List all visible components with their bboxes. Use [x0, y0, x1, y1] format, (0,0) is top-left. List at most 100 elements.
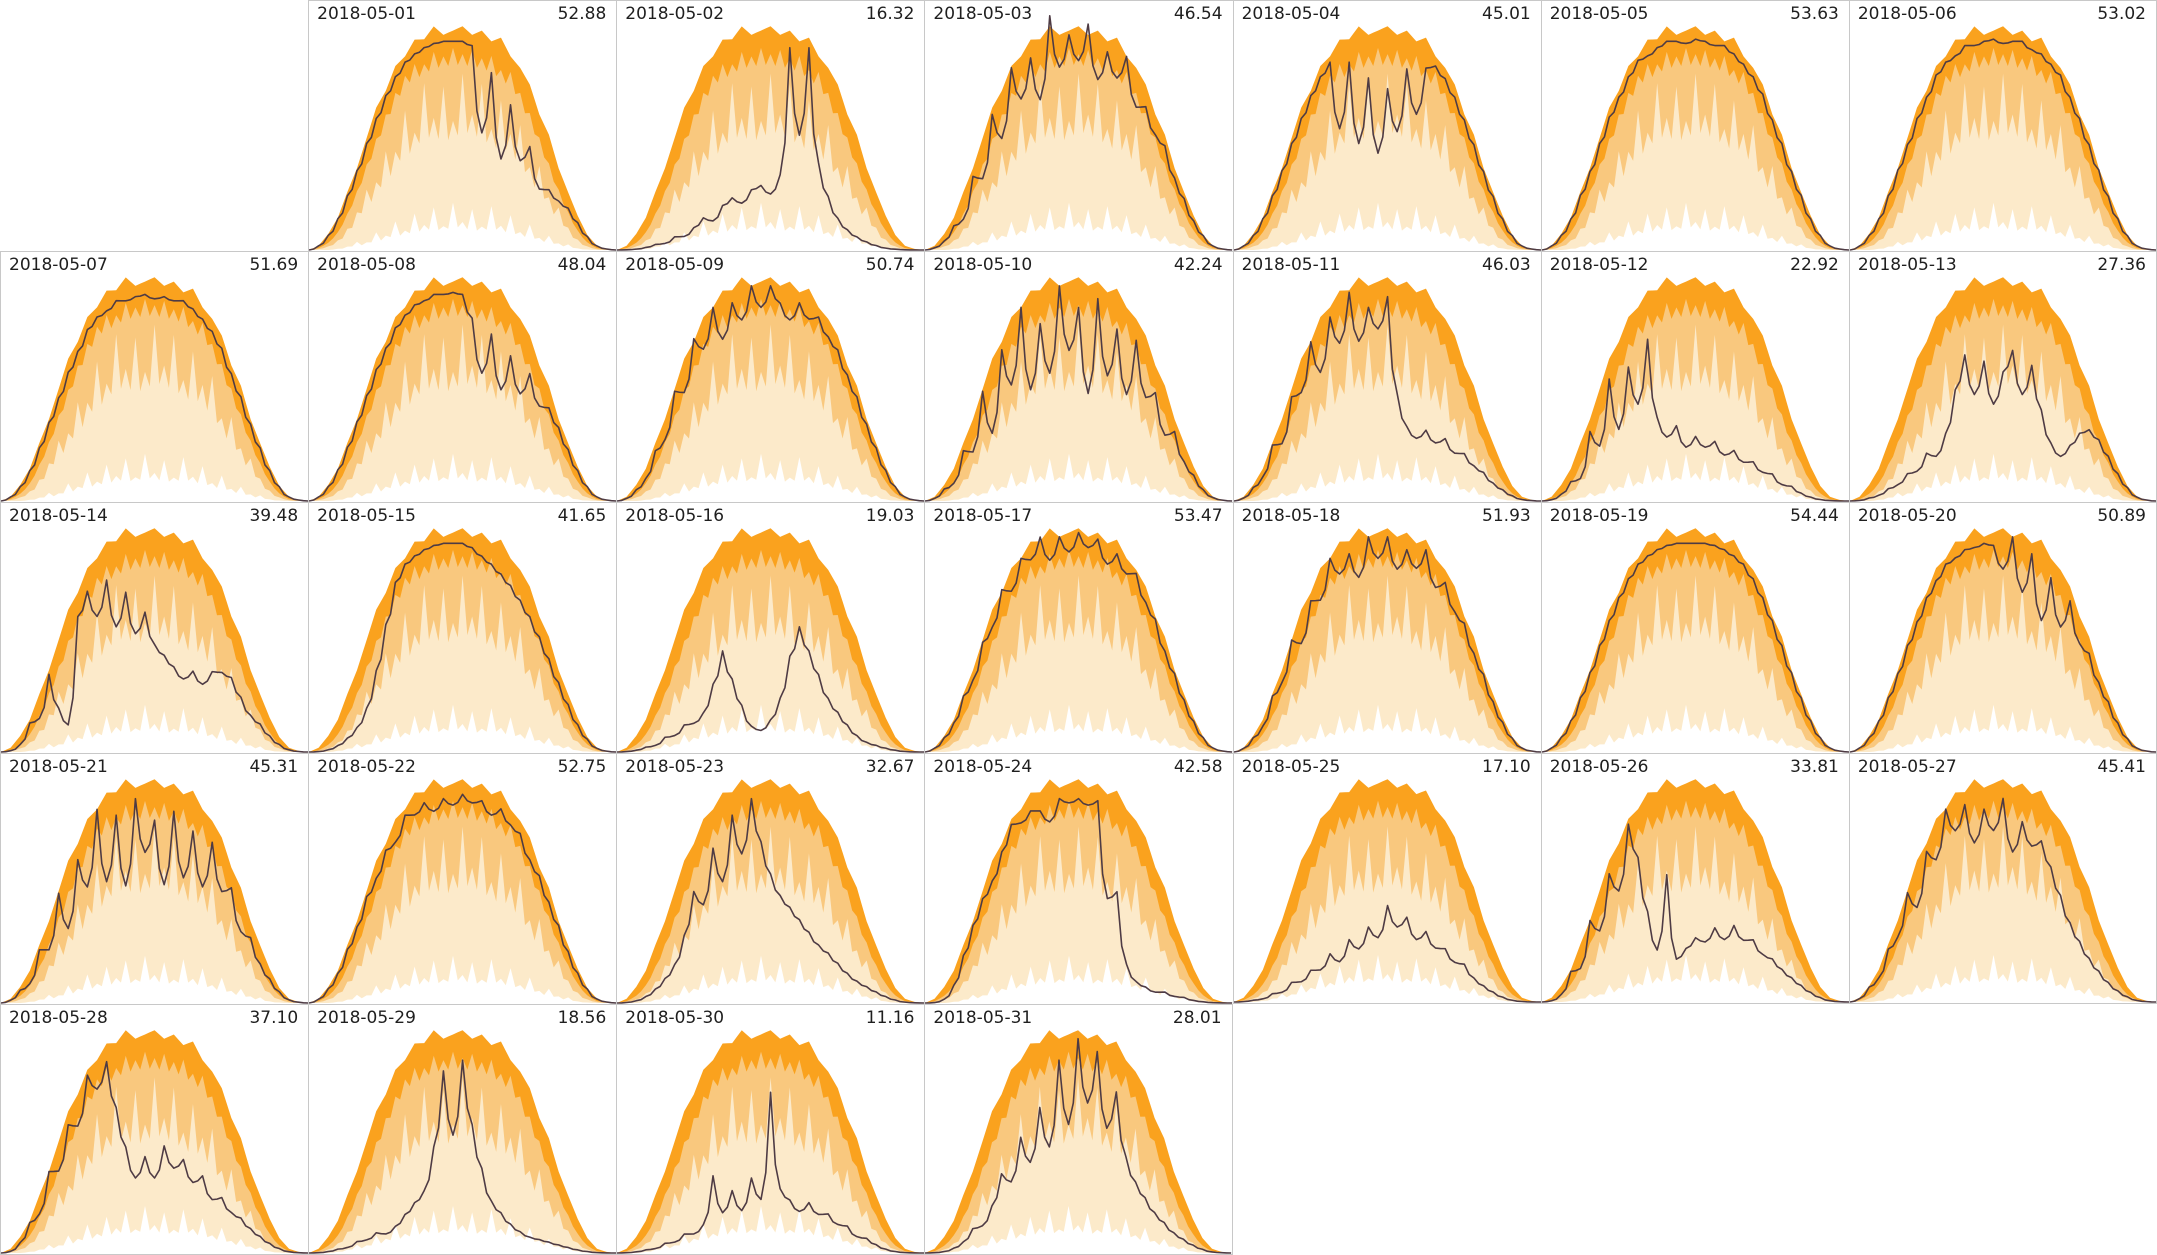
measured-output-line [1233, 536, 1541, 753]
historical-floor-area [309, 704, 617, 753]
day-panel: 2018-05-18 51.93 [1232, 502, 1541, 753]
measured-output-line [309, 542, 617, 753]
day-panel: 2018-05-02 16.32 [616, 0, 925, 251]
day-profile-chart [1233, 779, 1541, 1003]
day-profile-chart [1233, 277, 1541, 502]
historical-floor-area [617, 1205, 925, 1254]
historical-floor-area [925, 202, 1233, 251]
day-panel: 2018-05-03 46.54 [924, 0, 1233, 251]
historical-floor-area [309, 202, 617, 251]
day-panel: 2018-05-05 53.63 [1540, 0, 1849, 251]
day-panel: 2018-05-19 54.44 [1540, 502, 1849, 753]
day-profile-chart [1, 779, 309, 1004]
day-panel: 2018-05-01 52.88 [308, 0, 617, 251]
historical-floor-area [1849, 954, 2156, 1003]
day-panel: 2018-05-17 53.47 [924, 502, 1233, 753]
historical-floor-area [925, 453, 1233, 502]
day-profile-chart [1, 528, 309, 753]
day-panel: 2018-05-16 19.03 [616, 502, 925, 753]
day-profile-chart [617, 779, 925, 1004]
day-profile-chart [1233, 26, 1541, 251]
day-profile-chart [309, 26, 617, 251]
historical-floor-area [1541, 704, 1849, 753]
lower-quantile-band-area [1849, 324, 2156, 502]
day-panel: 2018-05-14 39.48 [0, 502, 309, 753]
lower-quantile-band-area [617, 73, 925, 251]
day-profile-chart [1541, 779, 1849, 1003]
day-panel: 2018-05-25 17.10 [1232, 753, 1541, 1004]
measured-output-line [1233, 61, 1541, 251]
historical-floor-area [1, 955, 309, 1004]
lower-quantile-band-area [925, 73, 1233, 251]
measured-output-line [1849, 536, 2156, 753]
measured-output-line [1541, 823, 1849, 1003]
historical-floor-area [1, 453, 309, 502]
day-panel: 2018-05-23 32.67 [616, 753, 925, 1004]
lower-quantile-band-area [617, 575, 925, 753]
day-panel: 2018-05-13 27.36 [1848, 251, 2157, 502]
day-panel: 2018-05-15 41.65 [308, 502, 617, 753]
day-panel: 2018-05-10 42.24 [924, 251, 1233, 502]
lower-quantile-band-area [925, 575, 1233, 753]
day-panel: 2018-05-26 33.81 [1540, 753, 1849, 1004]
historical-floor-area [1541, 954, 1849, 1003]
empty-cell [0, 0, 309, 251]
lower-quantile-band-area [309, 575, 617, 753]
measured-output-line [309, 291, 617, 502]
lower-quantile-band-area [925, 826, 1233, 1004]
day-panel: 2018-05-30 11.16 [616, 1004, 925, 1255]
day-profile-chart [1541, 528, 1849, 753]
historical-floor-area [1, 704, 309, 753]
lower-quantile-band-area [1233, 73, 1541, 251]
measured-output-line [1849, 349, 2156, 502]
day-profile-chart [1849, 779, 2156, 1003]
measured-output-line [925, 531, 1233, 753]
lower-quantile-band-area [1233, 324, 1541, 502]
lower-quantile-band-area [925, 324, 1233, 502]
day-profile-chart [1541, 277, 1849, 502]
historical-floor-area [1233, 453, 1541, 502]
historical-floor-area [925, 704, 1233, 753]
measured-output-line [309, 793, 617, 1004]
day-profile-chart [925, 779, 1233, 1004]
day-panel: 2018-05-24 42.58 [924, 753, 1233, 1004]
historical-floor-area [1849, 202, 2156, 251]
day-panel: 2018-05-12 22.92 [1540, 251, 1849, 502]
measured-output-line [1, 1060, 309, 1254]
historical-floor-area [925, 1205, 1232, 1254]
day-panel: 2018-05-20 50.89 [1848, 502, 2157, 753]
historical-floor-area [1233, 202, 1541, 251]
measured-output-line [1849, 38, 2156, 251]
measured-output-line [1849, 797, 2156, 1003]
day-panel: 2018-05-09 50.74 [616, 251, 925, 502]
measured-output-line [309, 1059, 617, 1254]
measured-output-line [925, 285, 1233, 502]
day-profile-chart [1849, 26, 2156, 251]
day-profile-chart [925, 277, 1233, 502]
day-profile-chart [617, 26, 925, 251]
day-profile-chart [309, 277, 617, 502]
day-profile-chart [1, 277, 309, 502]
lower-quantile-band-area [1541, 324, 1849, 502]
day-profile-chart [1849, 277, 2156, 502]
measured-output-line [1233, 904, 1541, 1003]
historical-floor-area [617, 955, 925, 1004]
measured-output-line [309, 40, 617, 251]
historical-floor-area [617, 704, 925, 753]
empty-cell [1232, 1004, 1541, 1255]
lower-quantile-band-area [1, 575, 309, 753]
day-panel: 2018-05-31 28.01 [924, 1004, 1233, 1255]
day-panel: 2018-05-29 18.56 [308, 1004, 617, 1255]
measured-output-line [1, 293, 309, 502]
lower-quantile-band-area [617, 826, 925, 1004]
empty-cell [1848, 1004, 2157, 1255]
lower-quantile-band-area [617, 324, 925, 502]
day-panel: 2018-05-27 45.41 [1848, 753, 2157, 1004]
day-panel: 2018-05-22 52.75 [308, 753, 617, 1004]
historical-floor-area [1233, 954, 1541, 1003]
lower-quantile-band-area [1, 826, 309, 1004]
measured-output-line [1, 579, 309, 753]
measured-output-line [925, 1037, 1232, 1254]
measured-output-line [1541, 38, 1849, 251]
